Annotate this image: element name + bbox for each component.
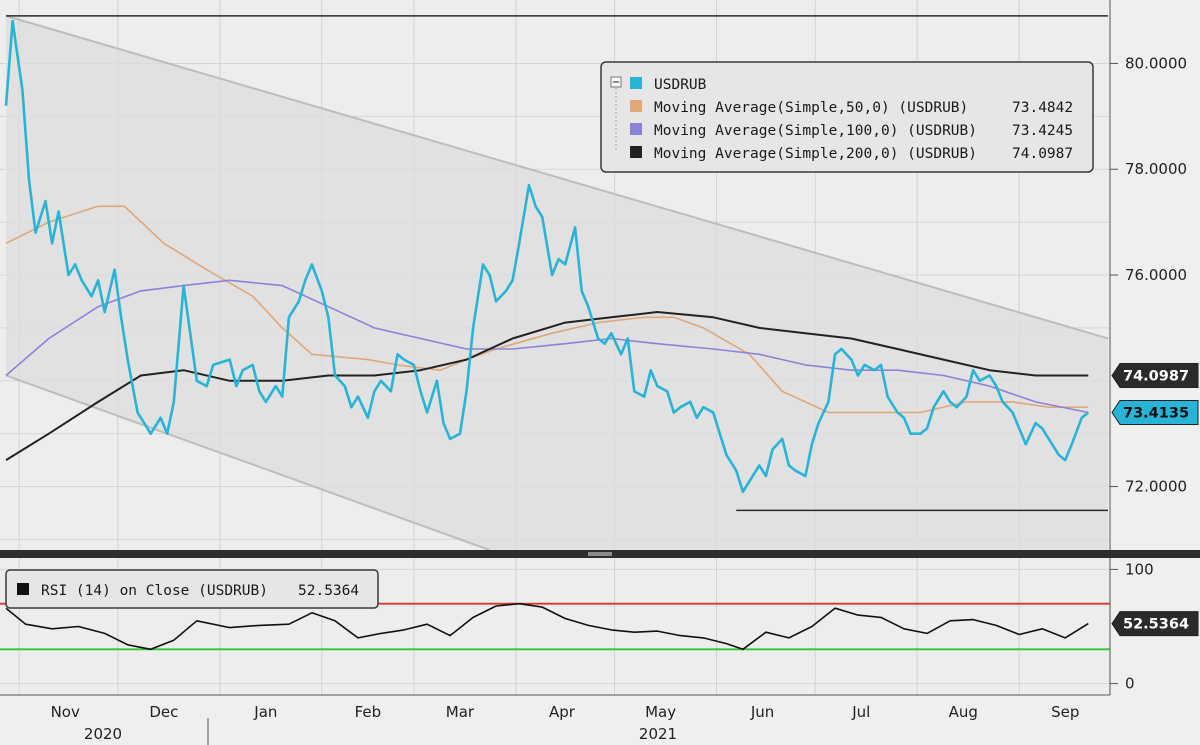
price-series-group (4, 19, 1090, 494)
legend-label-usdrub: USDRUB (654, 77, 707, 93)
month-label-jul: Jul (851, 703, 870, 721)
legend-box (600, 61, 1094, 173)
y-tick-label: 72.0000 (1125, 478, 1187, 496)
y-tick-label: 80.0000 (1125, 54, 1187, 72)
y-tick-label: 76.0000 (1125, 266, 1187, 284)
rsi-last-value-tag-box (1111, 611, 1199, 637)
series-line-usdrub (4, 19, 1090, 494)
rsi-legend-label: RSI (14) on Close (USDRUB) (41, 583, 268, 599)
last-value-tag-ma200-box (1111, 362, 1199, 388)
channel-upper-line (5, 14, 1109, 340)
legend-swatch-usdrub (630, 77, 642, 89)
price-last-value-tags: 74.0987 73.4135 (1111, 362, 1199, 425)
month-label-may: May (645, 703, 676, 721)
channel-lower-line (5, 374, 490, 551)
month-label-nov: Nov (51, 703, 80, 721)
rsi-legend-swatch (17, 583, 29, 595)
rsi-legend[interactable]: RSI (14) on Close (USDRUB) 52.5364 (5, 569, 379, 609)
rsi-legend-value: 52.5364 (298, 583, 359, 599)
legend-swatch-ma50 (630, 100, 642, 112)
legend[interactable]: USDRUB Moving Average(Simple,50,0) (USDR… (600, 61, 1094, 173)
year-label-2020: 2020 (84, 725, 122, 743)
month-label-dec: Dec (149, 703, 178, 721)
last-value-tag-ma200-label: 74.0987 (1123, 368, 1189, 384)
month-label-feb: Feb (355, 703, 382, 721)
legend-swatch-ma100 (630, 123, 642, 135)
rsi-legend-box (5, 569, 379, 609)
month-label-jun: Jun (750, 703, 774, 721)
rsi-last-value-tag-label: 52.5364 (1123, 617, 1189, 633)
legend-value-ma50: 73.4842 (1012, 100, 1073, 116)
y-tick-label: 78.0000 (1125, 160, 1187, 178)
rsi-grid (0, 558, 1110, 695)
legend-value-ma100: 73.4245 (1012, 123, 1073, 139)
month-label-aug: Aug (949, 703, 978, 721)
panel-divider-grip[interactable] (588, 552, 612, 556)
legend-value-ma200: 74.0987 (1012, 146, 1073, 162)
x-axis: 2020 2021 Nov Dec Jan Feb Mar Apr May Jun Jul Aug… (0, 694, 1110, 745)
price-y-axis: 80.0000 78.0000 76.0000 72.0000 (1109, 0, 1187, 550)
rsi-y-tick-label: 0 (1125, 675, 1135, 693)
month-label-apr: Apr (549, 703, 576, 721)
series-line-moving-average-simple-100-0-usdrub (5, 279, 1089, 414)
rsi-y-axis: 100 0 (1109, 558, 1154, 695)
month-label-jan: Jan (253, 703, 277, 721)
month-label-sep: Sep (1051, 703, 1079, 721)
year-label-2021: 2021 (639, 725, 677, 743)
legend-swatch-ma200 (630, 146, 642, 158)
rsi-line (5, 602, 1089, 651)
rsi-y-tick-label: 100 (1125, 560, 1154, 578)
legend-label-ma100: Moving Average(Simple,100,0) (USDRUB) (654, 123, 977, 139)
legend-label-ma200: Moving Average(Simple,200,0) (USDRUB) (654, 146, 977, 162)
legend-label-ma50: Moving Average(Simple,50,0) (USDRUB) (654, 100, 968, 116)
rsi-series-group (5, 602, 1089, 651)
month-label-mar: Mar (446, 703, 475, 721)
last-value-tag-usdrub-label: 73.4135 (1123, 406, 1189, 422)
price-channel-band (6, 15, 1108, 551)
last-value-tag-usdrub-box (1111, 400, 1199, 425)
rsi-last-value-tag: 52.5364 (1111, 611, 1199, 637)
